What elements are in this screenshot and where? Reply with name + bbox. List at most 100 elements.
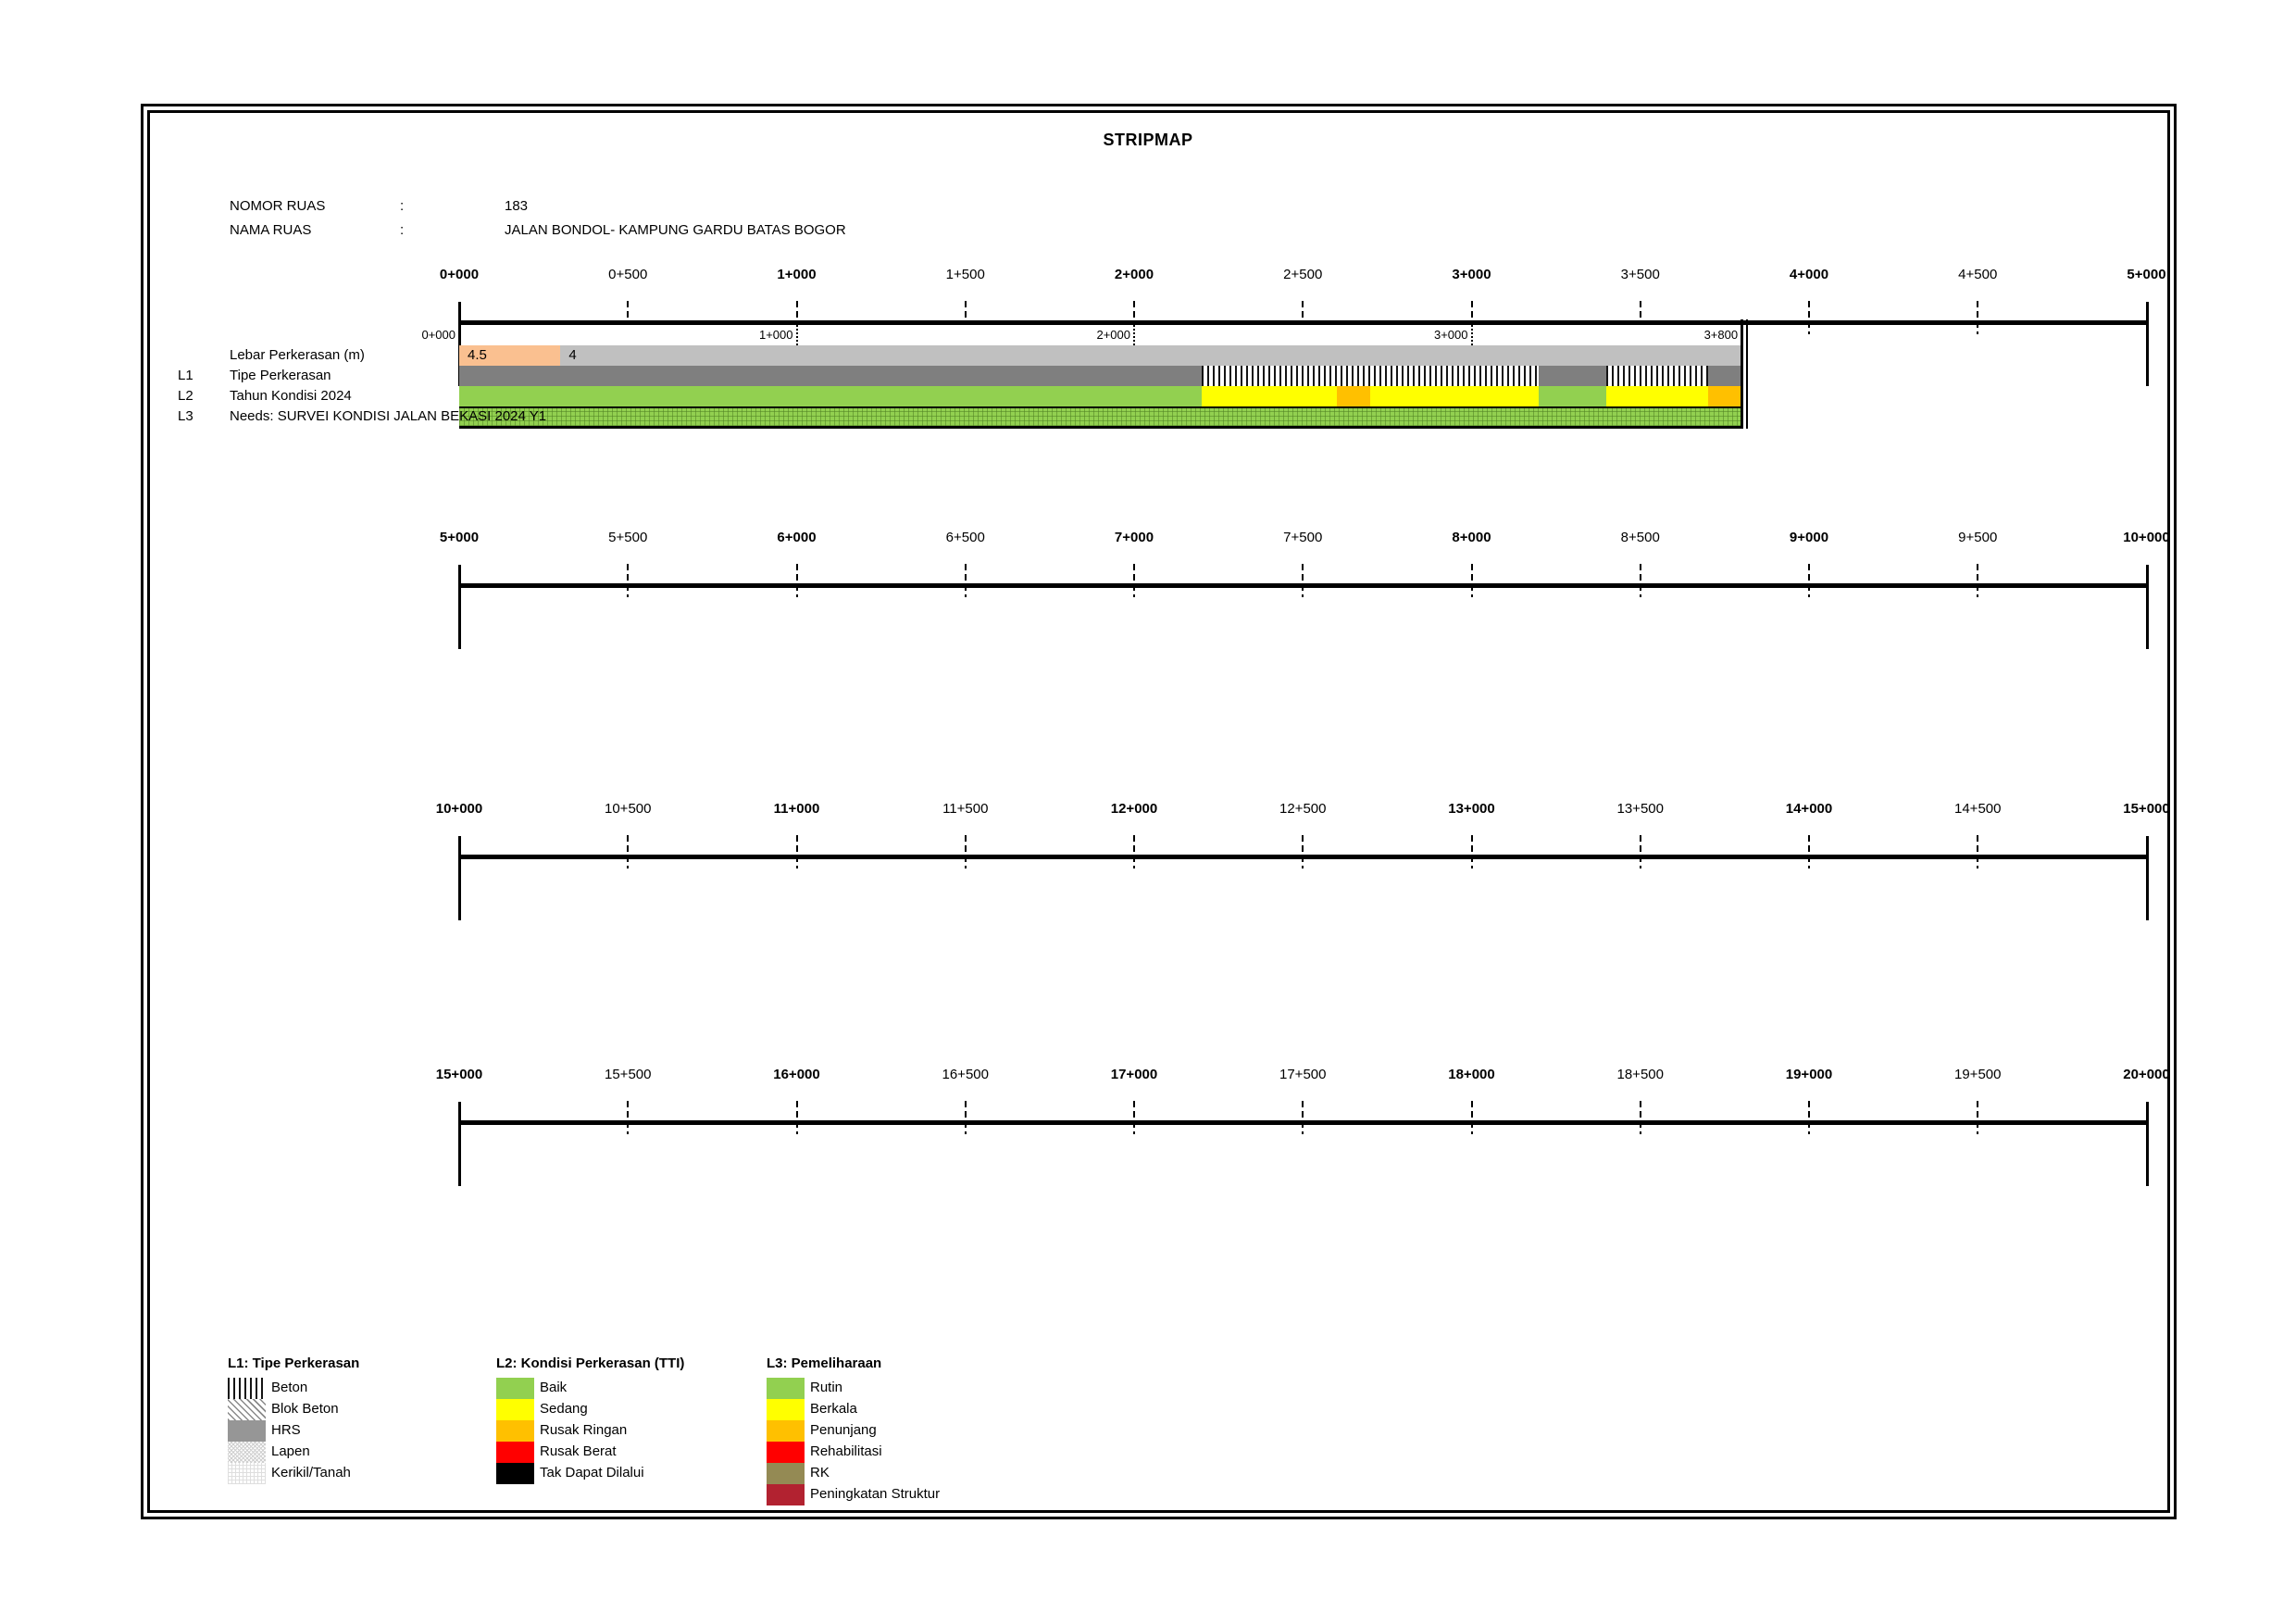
chainage-tick-label: 12+500: [1279, 801, 1327, 817]
nama-ruas-value: JALAN BONDOL- KAMPUNG GARDU BATAS BOGOR: [505, 222, 846, 238]
ruler-tick-mark: [627, 564, 630, 597]
chainage-tick-label: 14+500: [1954, 801, 2002, 817]
legend-item-label: RK: [810, 1465, 830, 1480]
ruler-tick-mark: [1977, 1101, 1979, 1134]
chainage-tick-label: 10+500: [605, 801, 652, 817]
strip-chainage-label: 3+800: [1703, 328, 1739, 342]
chainage-tick-label: 9+500: [1958, 530, 1998, 545]
strip-row-prefix: L1: [178, 368, 193, 383]
legend-item-label: Penunjang: [810, 1422, 877, 1438]
legend-swatch: [767, 1420, 805, 1442]
strip-chainage-label: 0+000: [421, 328, 455, 342]
chainage-tick-label: 2+000: [1114, 267, 1154, 282]
chainage-tick-label: 18+500: [1616, 1067, 1664, 1082]
strip-row-label: Tipe Perkerasan: [230, 368, 331, 383]
legend-swatch: [767, 1399, 805, 1420]
strip-row-prefix: L3: [178, 408, 193, 424]
chainage-tick-label: 16+500: [942, 1067, 989, 1082]
chainage-tick-label: 13+000: [1448, 801, 1495, 817]
ruler-tick-mark: [627, 1101, 630, 1134]
chainage-tick-label: 7+500: [1283, 530, 1323, 545]
legend-item-label: Beton: [271, 1380, 308, 1395]
ruler-tick-mark: [1639, 835, 1641, 868]
legend-item-label: Baik: [540, 1380, 568, 1395]
strip-segment-l2: [1539, 386, 1607, 406]
ruler-tick-mark: [1808, 835, 1810, 868]
chainage-tick-label: 5+000: [2127, 267, 2166, 282]
chainage-tick-label: 5+500: [608, 530, 648, 545]
legend-item-label: Kerikil/Tanah: [271, 1465, 351, 1480]
legend-swatch: [228, 1399, 266, 1420]
strip-segment-l1: [1539, 366, 1607, 386]
chainage-tick-label: 8+000: [1452, 530, 1491, 545]
chainage-tick-label: 9+000: [1789, 530, 1829, 545]
legend-swatch: [228, 1442, 266, 1463]
ruler-tick-mark: [1302, 835, 1304, 868]
ruler-end-line: [458, 565, 461, 649]
chainage-tick-label: 0+000: [439, 267, 480, 282]
ruler-tick-mark: [627, 835, 630, 868]
ruler-tick-mark: [795, 1101, 798, 1134]
chainage-tick-label: 5+000: [439, 530, 480, 545]
chainage-tick-label: 12+000: [1110, 801, 1158, 817]
ruler-tick-mark: [627, 301, 630, 334]
legend-item-label: Lapen: [271, 1443, 310, 1459]
strip-segment-l2: [1201, 386, 1337, 406]
chainage-tick-label: 15+000: [435, 1067, 483, 1082]
ruler-tick-mark: [1639, 301, 1641, 334]
chainage-tick-label: 17+500: [1279, 1067, 1327, 1082]
chainage-tick-label: 6+000: [777, 530, 817, 545]
strip-segment-l2: [1370, 386, 1540, 406]
strip-row-label: Lebar Perkerasan (m): [230, 347, 365, 363]
ruler-tick-mark: [1470, 835, 1473, 868]
legend-swatch: [496, 1378, 534, 1399]
ruler-end-line: [458, 1102, 461, 1186]
legend-swatch: [496, 1442, 534, 1463]
page-title: STRIPMAP: [1103, 131, 1193, 149]
ruler-tick-mark: [964, 564, 967, 597]
ruler-tick-mark: [1639, 1101, 1641, 1134]
strip-segment-l3: [459, 406, 1742, 429]
strip-segment-l1: [1707, 366, 1742, 386]
ruler-tick-mark: [964, 301, 967, 334]
legend-swatch: [496, 1463, 534, 1484]
legend-swatch: [767, 1484, 805, 1505]
legend-item-label: HRS: [271, 1422, 301, 1438]
legend-group-title: L3: Pemeliharaan: [767, 1355, 882, 1371]
ruler-end-line: [2145, 565, 2149, 649]
ruler-tick-mark: [795, 564, 798, 597]
legend-item-label: Rusak Berat: [540, 1443, 617, 1459]
chainage-tick-label: 19+000: [1785, 1067, 1833, 1082]
chainage-tick-label: 11+000: [773, 801, 820, 817]
strip-chainage-dotted-line: [1470, 325, 1473, 345]
chainage-tick-label: 0+500: [608, 267, 648, 282]
strip-right-border: [1741, 319, 1744, 429]
chainage-tick-label: 16+000: [773, 1067, 820, 1082]
legend-item-label: Rusak Ringan: [540, 1422, 628, 1438]
page-border: [141, 104, 2177, 1519]
legend-item-label: Blok Beton: [271, 1401, 339, 1417]
ruler-tick-mark: [795, 301, 798, 334]
ruler-end-line: [458, 836, 461, 920]
ruler-tick-mark: [1808, 301, 1810, 334]
chainage-tick-label: 14+000: [1785, 801, 1833, 817]
ruler-end-line: [2145, 302, 2149, 386]
legend-swatch: [228, 1463, 266, 1484]
strip-segment-l1: [1201, 366, 1540, 386]
ruler-tick-mark: [1470, 1101, 1473, 1134]
legend-swatch: [496, 1399, 534, 1420]
nomor-ruas-colon: :: [400, 198, 405, 214]
strip-chainage-dotted-line: [1133, 325, 1135, 345]
ruler-tick-mark: [1808, 1101, 1810, 1134]
chainage-tick-label: 8+500: [1620, 530, 1660, 545]
chainage-tick-label: 6+500: [945, 530, 985, 545]
legend-swatch: [767, 1378, 805, 1399]
chainage-tick-label: 10+000: [435, 801, 483, 817]
chainage-tick-label: 20+000: [2123, 1067, 2170, 1082]
chainage-tick-label: 3+500: [1620, 267, 1660, 282]
chainage-tick-label: 13+500: [1616, 801, 1664, 817]
chainage-tick-label: 1+000: [777, 267, 817, 282]
ruler-tick-mark: [964, 835, 967, 868]
ruler-tick-mark: [1977, 301, 1979, 334]
